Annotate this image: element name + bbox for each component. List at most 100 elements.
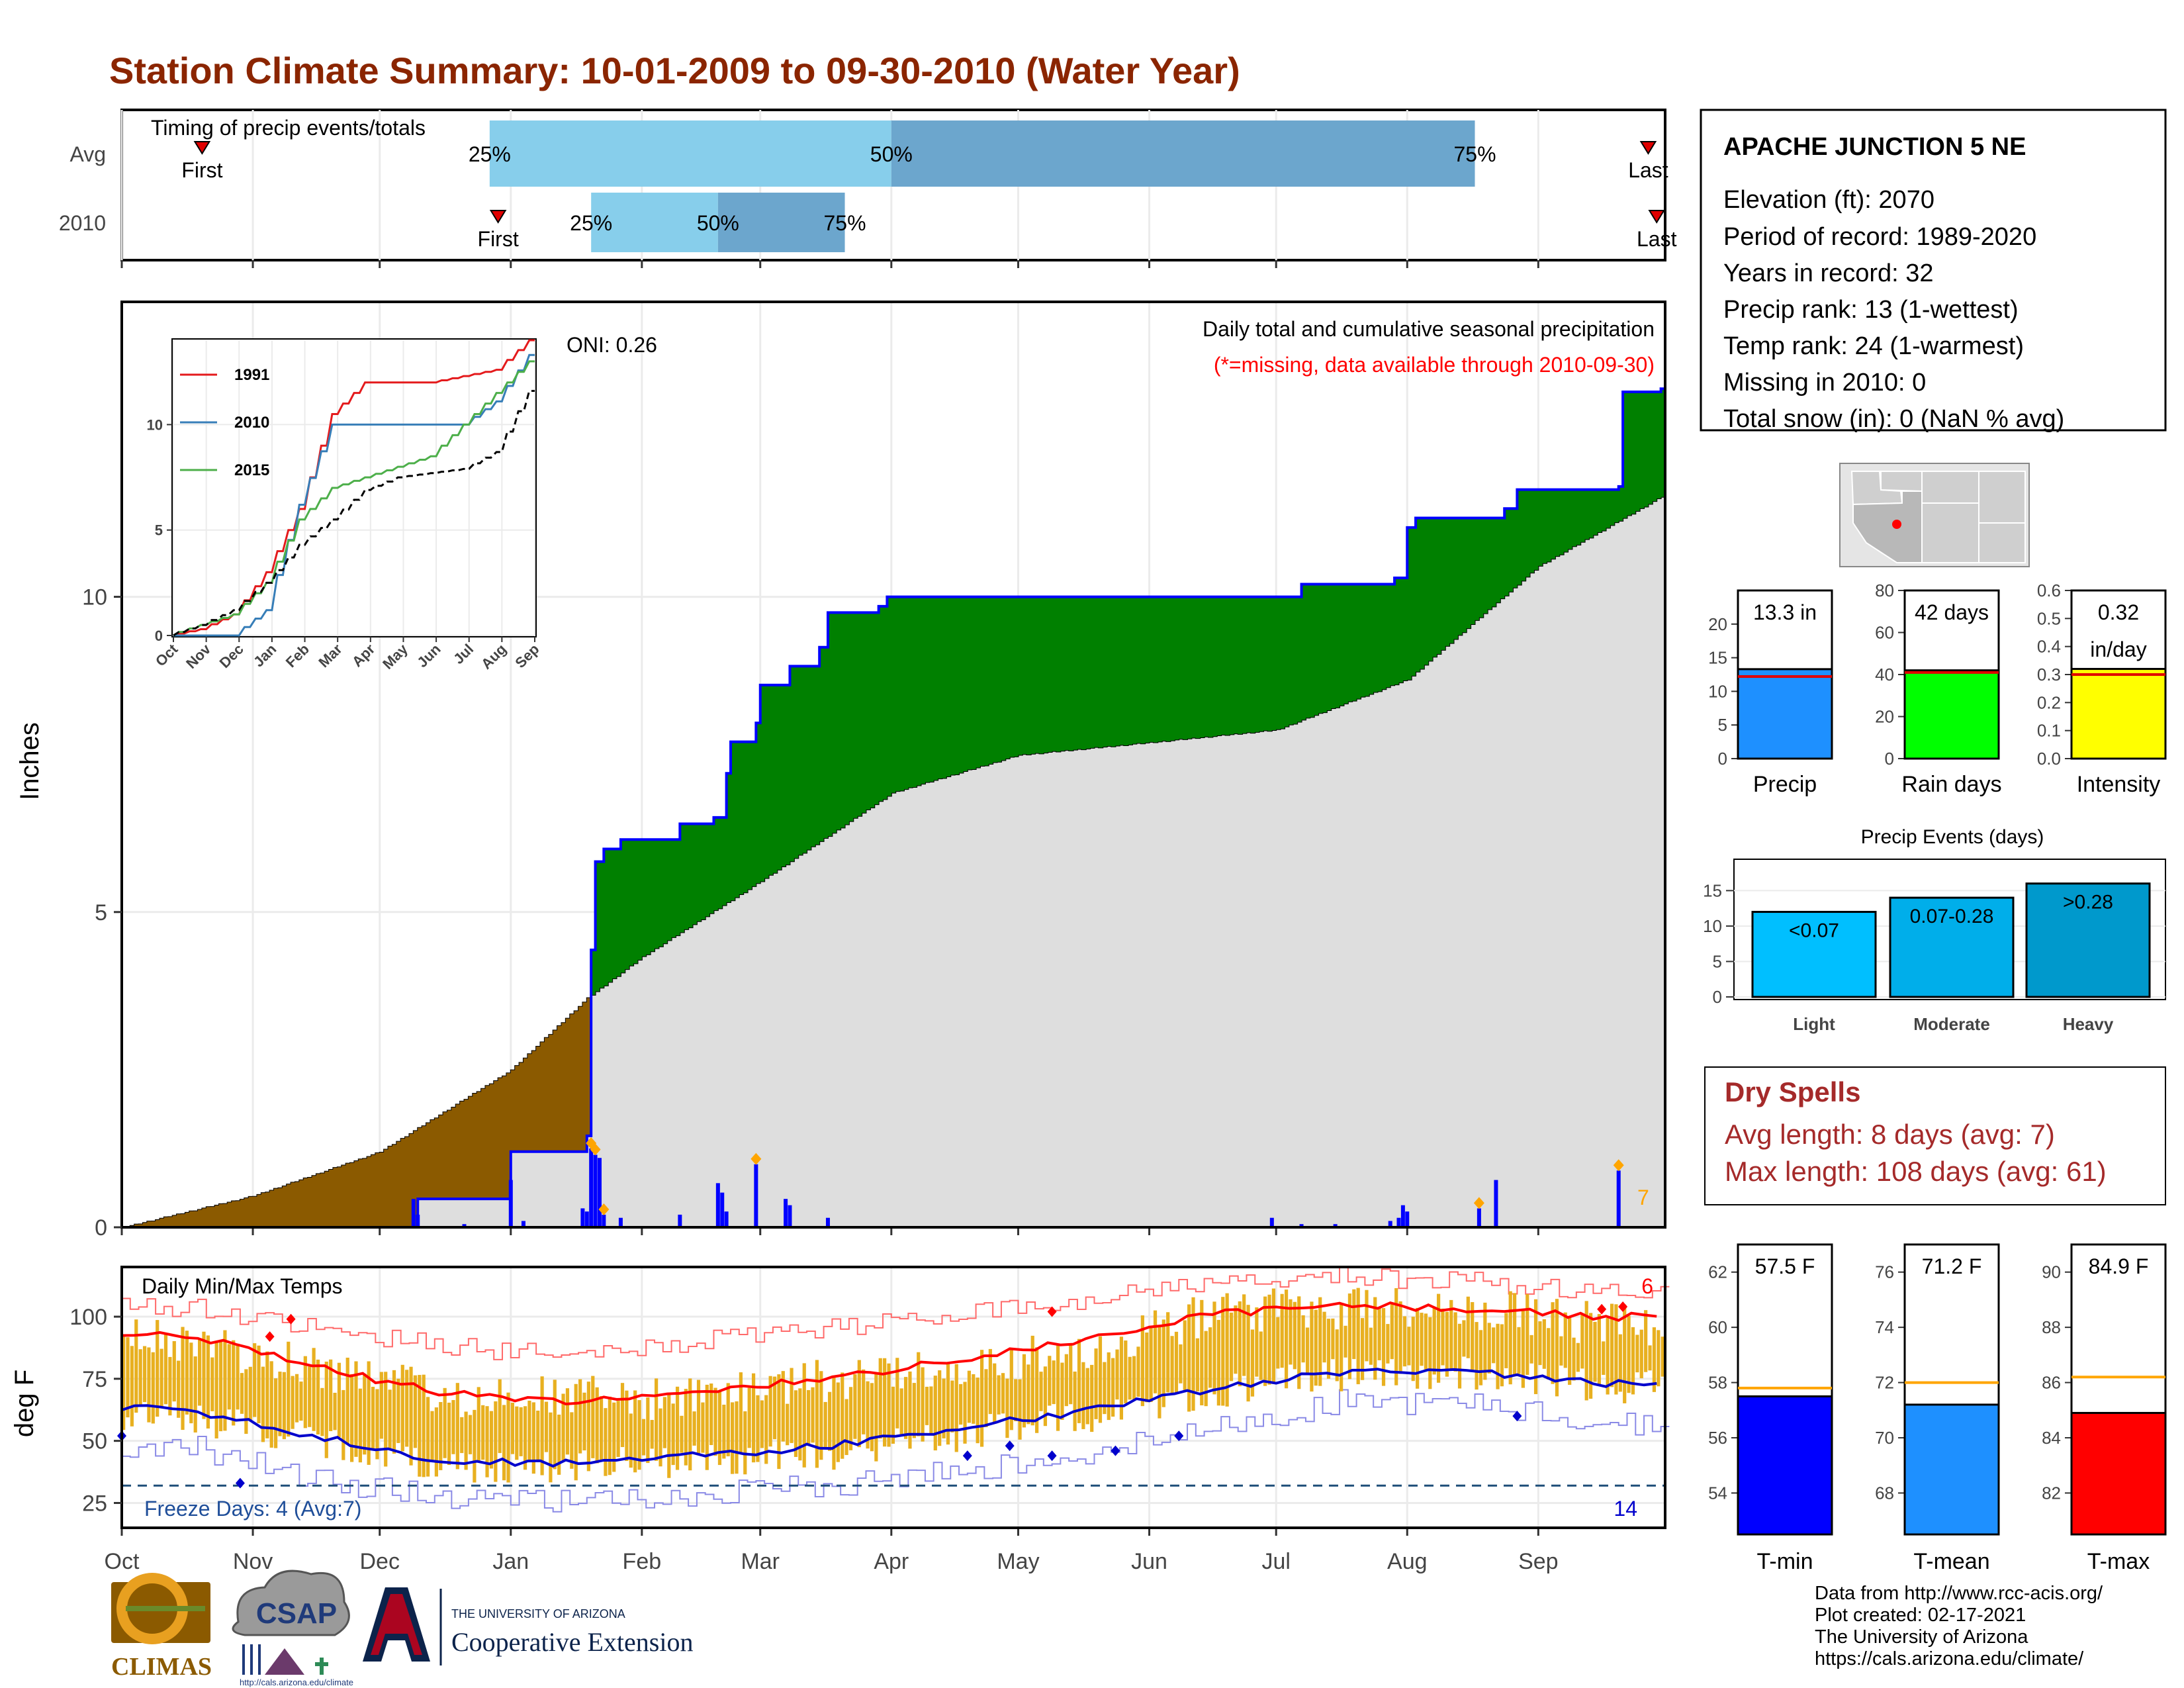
daily-temp-bar xyxy=(122,1336,126,1430)
record-high-line xyxy=(122,1266,1670,1360)
daily-temp-bar xyxy=(1512,1293,1517,1376)
avg-min-line xyxy=(121,1368,1657,1468)
daily-temp-bar xyxy=(1322,1311,1326,1363)
map-state-utah xyxy=(1880,471,1923,492)
precip-count-label: 7 xyxy=(1637,1186,1649,1209)
daily-temp-bar xyxy=(1107,1352,1111,1421)
daily-temp-bar xyxy=(1500,1324,1504,1387)
summary-bar-ytick-label: 80 xyxy=(1875,581,1894,600)
daily-temp-bar xyxy=(367,1361,371,1465)
month-label-jan: Jan xyxy=(492,1549,529,1574)
summary-bar-ytick-label: 40 xyxy=(1875,665,1894,684)
daily-temp-bar xyxy=(1216,1319,1220,1406)
daily-temp-bar xyxy=(223,1330,227,1431)
daily-temp-bar xyxy=(451,1400,455,1454)
daily-temp-bar xyxy=(1508,1291,1512,1385)
record-low-marker xyxy=(1005,1440,1015,1452)
daily-temp-bar xyxy=(1158,1325,1161,1419)
timing-q75-label: 75% xyxy=(1453,142,1496,166)
daily-temp-bar xyxy=(1648,1345,1652,1371)
daily-temp-bar xyxy=(899,1388,903,1435)
daily-temp-bar xyxy=(185,1331,189,1415)
daily-temp-bar xyxy=(1631,1327,1635,1395)
events-ytick-label: 0 xyxy=(1713,987,1722,1007)
daily-temp-bar xyxy=(1644,1310,1648,1372)
daily-temp-bar xyxy=(921,1367,925,1442)
daily-temp-bar xyxy=(1568,1317,1572,1385)
daily-precip-bar xyxy=(411,1199,416,1227)
daily-temp-bar xyxy=(1623,1304,1627,1403)
month-label-oct: Oct xyxy=(105,1549,140,1574)
daily-temp-bar xyxy=(777,1374,781,1470)
daily-temp-bar xyxy=(1001,1373,1005,1414)
daily-precip-bar xyxy=(462,1224,467,1227)
summary-bar-ytick-label: 0 xyxy=(1718,749,1727,769)
daily-temp-bar xyxy=(841,1372,844,1459)
temp-bar-name: T-min xyxy=(1757,1549,1813,1574)
record-high-marker xyxy=(1047,1306,1057,1317)
daily-temp-bar xyxy=(464,1411,468,1470)
daily-temp-bar xyxy=(460,1417,464,1454)
record-low-marker xyxy=(235,1477,245,1489)
daily-temp-bar xyxy=(1606,1317,1610,1395)
timing-first-marker xyxy=(489,210,507,224)
daily-temp-bar xyxy=(1048,1356,1052,1406)
daily-temp-bar xyxy=(760,1400,764,1448)
daily-temp-bar xyxy=(426,1397,430,1477)
daily-temp-bar xyxy=(282,1372,286,1440)
events-bar-range-label: 0.07-0.28 xyxy=(1910,906,1994,927)
ua-small-text: THE UNIVERSITY OF ARIZONA xyxy=(451,1607,625,1620)
daily-temp-bar xyxy=(1073,1371,1077,1431)
csap-logo-cactus xyxy=(315,1658,328,1675)
above-average-area xyxy=(591,389,1665,995)
inset-ytick-label: 0 xyxy=(155,628,163,644)
station-temp-rank: Temp rank: 24 (1-warmest) xyxy=(1723,332,2024,360)
summary-bar-ytick-label: 60 xyxy=(1875,623,1894,643)
timing-last-marker xyxy=(1648,210,1666,224)
extreme-precip-marker xyxy=(1473,1197,1484,1209)
daily-temp-bar xyxy=(1428,1317,1432,1389)
daily-temp-bar xyxy=(1043,1366,1048,1427)
dry-spells-avg: Avg length: 8 days (avg: 7) xyxy=(1725,1119,2055,1150)
daily-temp-bar xyxy=(807,1389,811,1446)
events-ytick-label: 5 xyxy=(1713,951,1722,971)
timing-bar-q50-q75 xyxy=(891,120,1475,187)
daily-temp-bar xyxy=(1174,1331,1179,1394)
daily-temp-bar xyxy=(701,1402,705,1453)
daily-temp-bar xyxy=(1381,1308,1386,1386)
daily-temp-bar xyxy=(324,1361,328,1458)
daily-temp-bar xyxy=(874,1372,878,1462)
daily-temp-bar xyxy=(316,1359,320,1434)
daily-temp-bar xyxy=(1103,1362,1107,1415)
station-location-marker xyxy=(1892,520,1901,529)
temp-bar-ytick-label: 54 xyxy=(1708,1483,1727,1503)
daily-temp-bar xyxy=(675,1386,680,1470)
daily-precip-bar xyxy=(715,1183,720,1227)
daily-temp-bar xyxy=(1555,1299,1559,1397)
daily-temp-bar xyxy=(993,1363,997,1423)
record-high-marker xyxy=(286,1313,296,1325)
daily-temp-bar xyxy=(933,1376,937,1451)
daily-temp-bar xyxy=(439,1402,443,1470)
daily-temp-bar xyxy=(976,1378,979,1444)
daily-temp-bar xyxy=(781,1371,785,1442)
month-label-jun: Jun xyxy=(1131,1549,1167,1574)
daily-temp-bar xyxy=(794,1390,798,1457)
precip-events-chart: Precip Events (days) 0 5 10 15 <0.07 Light 0.0… xyxy=(1703,826,2166,1034)
daily-temp-bar xyxy=(1077,1338,1081,1423)
temp-bar-ytick-label: 56 xyxy=(1708,1428,1727,1448)
inset-line-avg xyxy=(173,389,535,637)
summary-bar-ytick-label: 20 xyxy=(1708,614,1727,634)
daily-temp-bar xyxy=(489,1411,494,1469)
events-bar-range-label: <0.07 xyxy=(1789,920,1839,942)
daily-temp-bar xyxy=(1259,1331,1263,1380)
temp-summary-bars: 54 56 58 60 62 57.5 F T-min 68 70 72 74 76 71.2 F T-m… xyxy=(1708,1243,2167,1574)
events-bar-name: Moderate xyxy=(1913,1014,1990,1034)
month-label-mar: Mar xyxy=(741,1549,780,1574)
daily-temp-bar xyxy=(363,1374,367,1455)
daily-temp-bar xyxy=(392,1370,396,1454)
daily-temp-bar xyxy=(1022,1354,1026,1428)
daily-temp-bar xyxy=(1394,1288,1398,1385)
summary-bar-ytick-label: 15 xyxy=(1708,648,1727,668)
